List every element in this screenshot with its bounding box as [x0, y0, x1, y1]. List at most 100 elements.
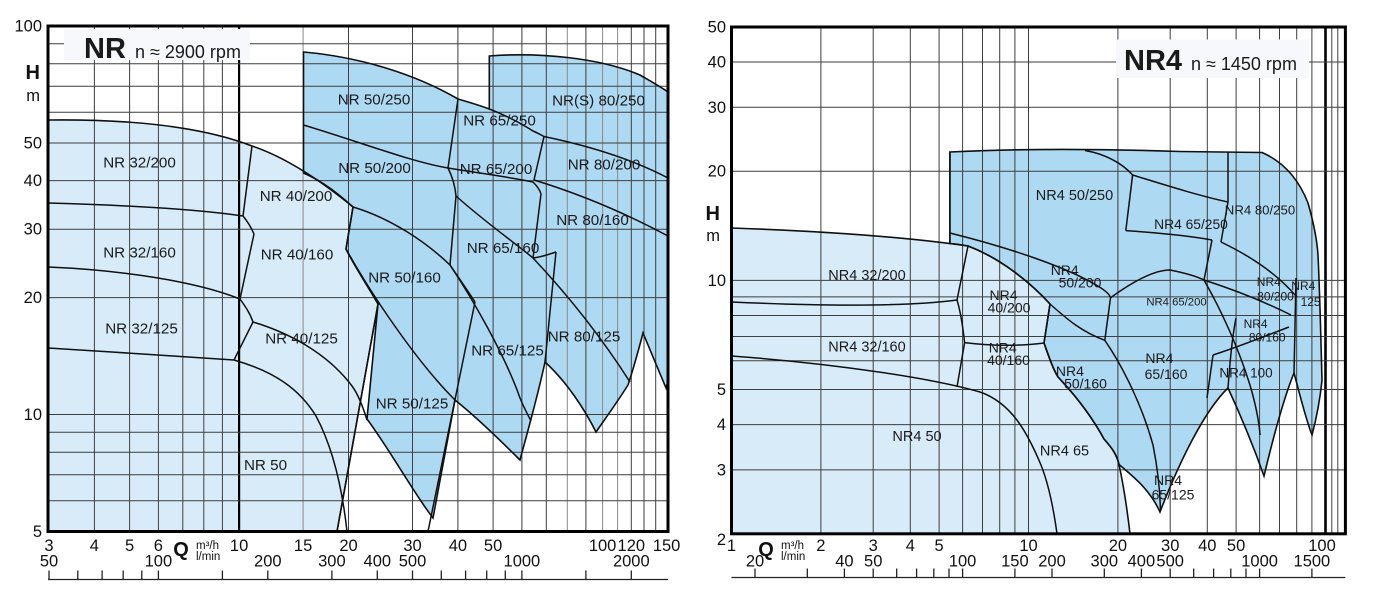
svg-text:500: 500 [399, 553, 427, 571]
svg-text:20: 20 [1109, 537, 1127, 555]
svg-text:50: 50 [484, 537, 502, 555]
svg-text:m³/h: m³/h [196, 540, 219, 552]
svg-text:m: m [26, 87, 40, 105]
svg-text:NR4: NR4 [1257, 275, 1281, 289]
svg-text:400: 400 [364, 553, 392, 571]
svg-text:NR 40/160: NR 40/160 [261, 246, 334, 263]
svg-text:H: H [706, 203, 720, 225]
svg-text:NR4: NR4 [989, 340, 1017, 356]
svg-text:300: 300 [318, 553, 346, 571]
svg-text:NR 32/200: NR 32/200 [103, 154, 176, 171]
svg-text:200: 200 [254, 553, 282, 571]
svg-text:m: m [706, 227, 720, 245]
svg-text:4: 4 [90, 537, 99, 555]
svg-text:NR 80/160: NR 80/160 [556, 212, 629, 229]
svg-text:H: H [26, 62, 40, 84]
svg-text:20: 20 [746, 553, 764, 571]
svg-text:NR4: NR4 [1051, 262, 1079, 278]
svg-text:10: 10 [24, 406, 42, 424]
svg-text:15: 15 [294, 537, 312, 555]
svg-text:2: 2 [717, 531, 726, 549]
svg-text:NR4: NR4 [1291, 279, 1315, 293]
svg-text:500: 500 [1156, 553, 1184, 571]
svg-text:10: 10 [1019, 537, 1037, 555]
svg-text:4: 4 [906, 537, 915, 555]
svg-text:NR4 50: NR4 50 [892, 429, 941, 445]
svg-text:40/160: 40/160 [987, 352, 1030, 368]
svg-text:50: 50 [864, 553, 882, 571]
svg-text:400: 400 [1128, 553, 1156, 571]
svg-text:40/200: 40/200 [988, 300, 1031, 316]
svg-text:50: 50 [24, 135, 42, 153]
svg-text:m³/h: m³/h [781, 540, 804, 552]
svg-text:NR4 65: NR4 65 [1040, 444, 1089, 460]
svg-text:3: 3 [717, 461, 726, 479]
svg-text:NR 65/160: NR 65/160 [467, 240, 540, 257]
svg-text:NR4: NR4 [1244, 317, 1268, 331]
svg-text:1500: 1500 [1294, 553, 1331, 571]
svg-text:NR4: NR4 [1145, 350, 1173, 366]
svg-text:NR 32/160: NR 32/160 [103, 244, 176, 261]
svg-text:300: 300 [1091, 553, 1119, 571]
svg-text:100: 100 [145, 553, 173, 571]
svg-text:NR 40/125: NR 40/125 [265, 330, 338, 347]
svg-text:NR 65/200: NR 65/200 [460, 161, 533, 178]
svg-text:NR4 32/160: NR4 32/160 [828, 340, 905, 356]
svg-text:1000: 1000 [504, 553, 541, 571]
svg-text:NR4: NR4 [1154, 472, 1182, 488]
svg-text:65/125: 65/125 [1152, 487, 1195, 503]
svg-text:40: 40 [835, 553, 853, 571]
svg-text:l/min: l/min [196, 551, 220, 563]
svg-text:80/200: 80/200 [1257, 290, 1294, 304]
svg-text:30: 30 [708, 99, 726, 117]
svg-text:20: 20 [24, 289, 42, 307]
svg-text:n ≈ 1450 rpm: n ≈ 1450 rpm [1191, 54, 1297, 74]
svg-text:NR4 80/250: NR4 80/250 [1225, 202, 1295, 217]
svg-text:10: 10 [230, 537, 248, 555]
svg-text:80/160: 80/160 [1249, 330, 1286, 344]
svg-text:30: 30 [403, 537, 421, 555]
svg-text:50/200: 50/200 [1059, 275, 1102, 291]
svg-text:20: 20 [708, 163, 726, 181]
svg-text:Q: Q [173, 539, 189, 561]
svg-text:NR 65/250: NR 65/250 [463, 112, 536, 129]
svg-text:NR 50/200: NR 50/200 [338, 160, 411, 177]
svg-text:NR 40/200: NR 40/200 [260, 188, 333, 205]
svg-text:50: 50 [1227, 537, 1245, 555]
svg-text:50: 50 [40, 553, 58, 571]
svg-text:5: 5 [717, 381, 726, 399]
svg-text:NR(S) 80/250: NR(S) 80/250 [552, 92, 645, 109]
svg-text:3: 3 [869, 537, 878, 555]
svg-text:3: 3 [44, 537, 53, 555]
svg-text:40: 40 [24, 172, 42, 190]
svg-text:4: 4 [717, 416, 726, 434]
svg-text:100: 100 [949, 553, 977, 571]
svg-text:NR4 65/200: NR4 65/200 [1146, 297, 1206, 309]
svg-text:1000: 1000 [1241, 553, 1278, 571]
svg-text:5: 5 [935, 537, 944, 555]
svg-text:40: 40 [1198, 537, 1216, 555]
svg-text:NR 50/250: NR 50/250 [338, 91, 411, 108]
svg-text:5: 5 [33, 523, 42, 541]
svg-text:20: 20 [339, 537, 357, 555]
svg-text:30: 30 [1161, 537, 1179, 555]
svg-text:50/160: 50/160 [1064, 376, 1107, 392]
svg-text:NR4 50/250: NR4 50/250 [1036, 188, 1113, 204]
svg-text:NR 80/125: NR 80/125 [548, 328, 621, 345]
svg-text:150: 150 [1001, 553, 1029, 571]
svg-text:120: 120 [618, 537, 646, 555]
svg-text:100: 100 [14, 18, 42, 36]
svg-text:50: 50 [708, 18, 726, 36]
svg-text:65/160: 65/160 [1145, 366, 1188, 382]
svg-text:150: 150 [653, 537, 681, 555]
svg-text:Q: Q [758, 539, 774, 561]
svg-text:200: 200 [1038, 553, 1066, 571]
svg-text:NR4 32/200: NR4 32/200 [828, 268, 905, 284]
svg-text:5: 5 [125, 537, 134, 555]
svg-text:NR 50/160: NR 50/160 [368, 269, 441, 286]
svg-text:n ≈ 2900 rpm: n ≈ 2900 rpm [135, 42, 241, 62]
svg-text:NR 50/125: NR 50/125 [376, 395, 449, 412]
svg-text:NR 50: NR 50 [244, 457, 287, 474]
svg-text:NR 80/200: NR 80/200 [568, 156, 641, 173]
svg-text:NR4: NR4 [989, 287, 1017, 303]
